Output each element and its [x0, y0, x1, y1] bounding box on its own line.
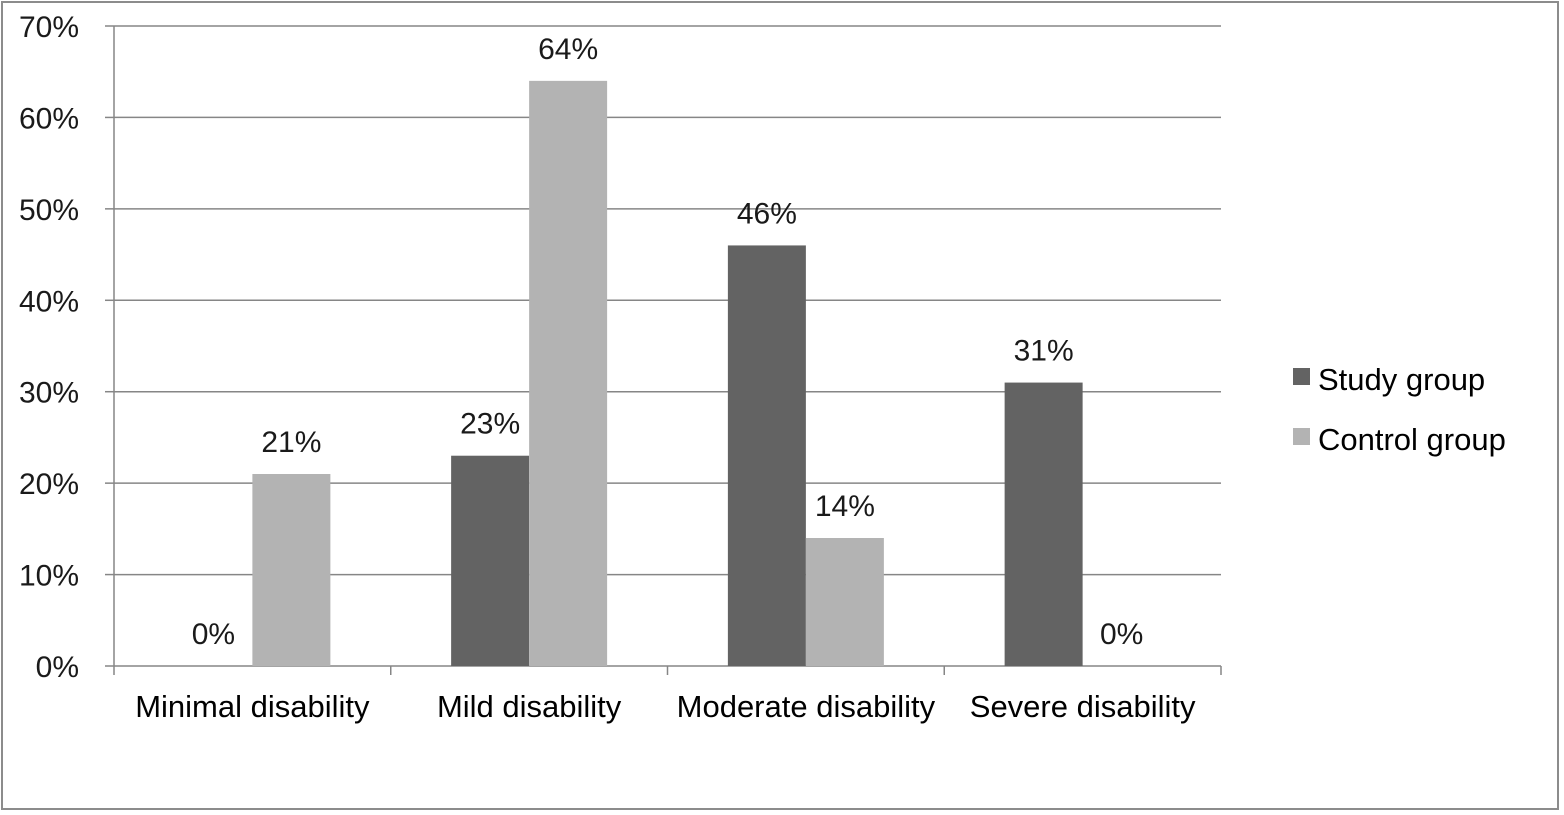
data-label: 0% — [1100, 618, 1143, 651]
y-tick-label: 30% — [19, 377, 79, 410]
y-tick-label: 20% — [19, 468, 79, 501]
y-tick-label: 0% — [36, 651, 79, 684]
data-label: 31% — [1014, 335, 1074, 368]
data-label: 46% — [737, 197, 797, 230]
x-category-label: Minimal disability — [135, 689, 370, 724]
y-tick-label: 70% — [19, 11, 79, 44]
data-label: 23% — [460, 408, 520, 441]
data-label: 14% — [815, 490, 875, 523]
x-category-label: Severe disability — [970, 689, 1196, 724]
bars — [252, 80, 1083, 667]
y-tick-label: 60% — [19, 102, 79, 135]
data-label: 64% — [538, 33, 598, 66]
legend-swatch — [1293, 428, 1310, 445]
y-tick-label: 10% — [19, 560, 79, 593]
y-tick-label: 40% — [19, 285, 79, 318]
legend-label: Study group — [1318, 362, 1485, 397]
data-label: 0% — [192, 618, 235, 651]
x-category-label: Mild disability — [437, 689, 622, 724]
legend: Study group Control group — [1293, 362, 1506, 457]
bar-study-group — [1004, 382, 1083, 666]
bar-study-group — [451, 455, 530, 666]
data-label: 21% — [261, 426, 321, 459]
x-category-label: Moderate disability — [677, 689, 936, 724]
y-tick-label: 50% — [19, 194, 79, 227]
legend-label: Control group — [1318, 422, 1506, 457]
bar-study-group — [727, 245, 806, 666]
data-labels: 0% 23% 46% 31% 21% 64% 14% 0% — [192, 33, 1144, 651]
axes: 0% 10% 20% 30% 40% 50% 60% 70% Minimal disabilit… — [19, 11, 1222, 724]
bar-control-group — [805, 538, 884, 666]
legend-swatch — [1293, 368, 1310, 385]
bar-control-group — [529, 80, 608, 667]
bar-control-group — [252, 474, 331, 666]
